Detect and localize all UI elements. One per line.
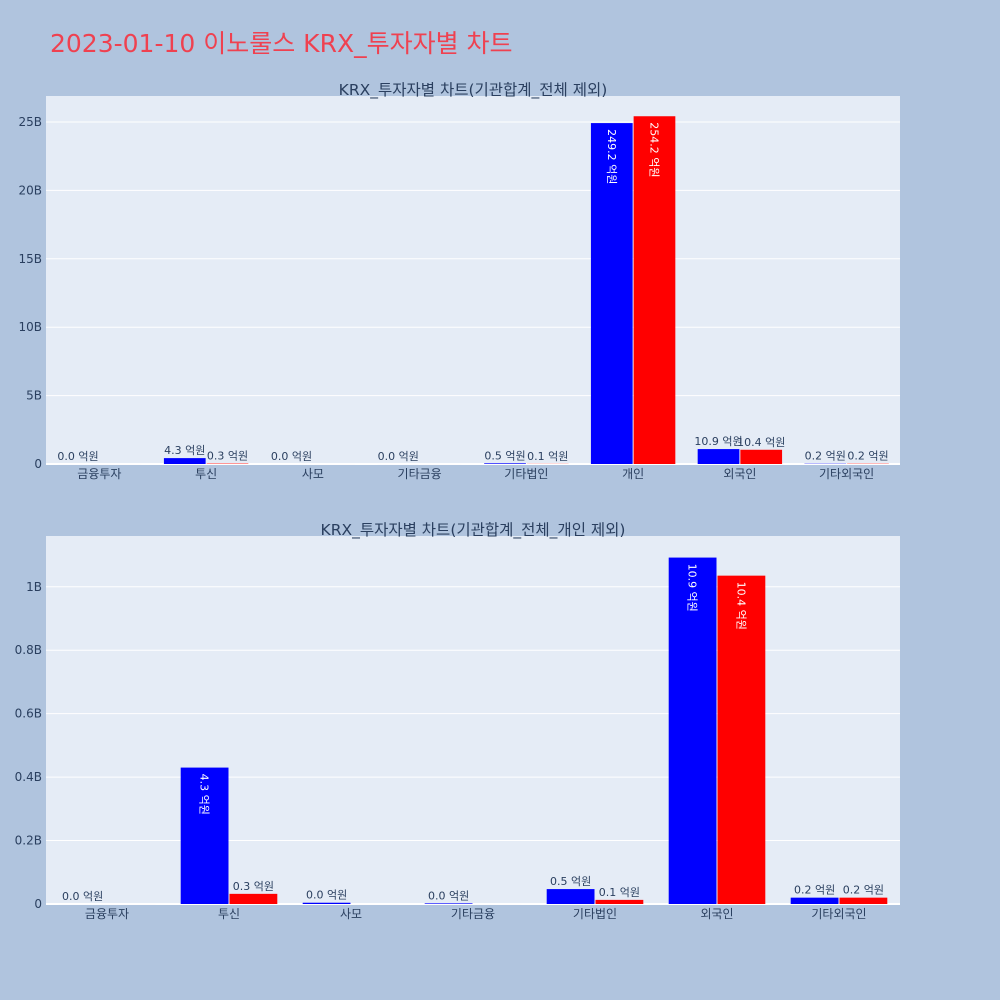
bar-label: 0.0 억원 [306, 889, 347, 902]
bar-label: 249.2 억원 [605, 129, 618, 184]
x-tick-label: 기타법인 [504, 467, 548, 481]
bar-label: 4.3 억원 [198, 774, 211, 815]
x-tick-label: 외국인 [723, 467, 756, 481]
bar [484, 463, 526, 464]
bar-label: 0.0 억원 [378, 450, 419, 463]
bar [790, 897, 839, 904]
bar [717, 575, 766, 904]
bar-label: 254.2 억원 [647, 122, 660, 177]
x-tick-label: 외국인 [700, 907, 733, 921]
y-tick-label: 0 [34, 897, 42, 911]
x-tick-label: 투신 [195, 467, 217, 481]
x-tick-label: 기타외국인 [819, 467, 874, 481]
bar-label: 0.0 억원 [428, 889, 469, 902]
bar-label: 10.4 억원 [737, 436, 785, 449]
bar [302, 902, 351, 904]
bar [229, 893, 278, 904]
bar [633, 116, 676, 465]
y-tick-label: 0.2B [15, 834, 42, 848]
bar-label: 0.3 억원 [207, 450, 248, 463]
x-tick-label: 투신 [218, 907, 240, 921]
bar-label: 0.3 억원 [233, 880, 274, 893]
y-tick-label: 5B [26, 389, 42, 403]
subplot-title: KRX_투자자별 차트(기관합계_전체_개인 제외) [321, 521, 626, 540]
bar [163, 458, 206, 464]
bar-label: 0.2 억원 [843, 884, 884, 897]
bar-label: 0.5 억원 [550, 875, 591, 888]
bar-label: 4.3 억원 [164, 444, 205, 457]
y-tick-label: 0.8B [15, 643, 42, 657]
x-tick-label: 기타외국인 [811, 907, 866, 921]
y-tick-label: 20B [18, 183, 42, 197]
x-tick-label: 기타법인 [573, 907, 617, 921]
x-tick-label: 개인 [622, 467, 644, 481]
bar-label: 0.2 억원 [794, 884, 835, 897]
x-tick-label: 금융투자 [77, 467, 121, 481]
bar-label: 10.4 억원 [734, 582, 747, 630]
x-tick-label: 기타금융 [451, 907, 495, 921]
bar-label: 10.9 억원 [686, 564, 699, 612]
chart-top: KRX_투자자별 차트(기관합계_전체 제외) 0 5B 10B 15B 20B 25B 금융… [18, 81, 900, 481]
y-tick-label: 25B [18, 115, 42, 129]
x-tick-label: 사모 [302, 467, 324, 481]
bar [668, 557, 717, 904]
bar-label: 0.5 억원 [484, 449, 525, 462]
plot-area [46, 536, 900, 904]
bar-label: 0.0 억원 [271, 450, 312, 463]
bar-label: 0.0 억원 [62, 890, 103, 903]
x-tick-label: 금융투자 [85, 907, 129, 921]
bar [697, 449, 740, 464]
subplot-title: KRX_투자자별 차트(기관합계_전체 제외) [339, 81, 608, 100]
plot-area [46, 96, 900, 464]
y-tick-label: 0 [34, 457, 42, 471]
bar [595, 899, 644, 904]
y-tick-label: 15B [18, 252, 42, 266]
page-title: 2023-01-10 이노룰스 KRX_투자자별 차트 [50, 29, 513, 58]
bar-label: 0.0 억원 [57, 450, 98, 463]
bar-label: 0.2 억원 [805, 450, 846, 463]
bar-label: 10.9 억원 [694, 435, 742, 448]
bar [839, 897, 888, 904]
chart-bottom: KRX_투자자별 차트(기관합계_전체_개인 제외) 0 0.2B 0.4B 0.6B 0… [15, 521, 900, 921]
bar [546, 889, 595, 904]
bar-label: 0.1 억원 [599, 886, 640, 899]
y-tick-label: 0.4B [15, 770, 42, 784]
x-tick-label: 사모 [340, 907, 362, 921]
bar [424, 903, 473, 904]
y-tick-label: 1B [26, 580, 42, 594]
bar [180, 767, 229, 904]
y-tick-label: 10B [18, 320, 42, 334]
bar-label: 0.1 억원 [527, 450, 568, 463]
x-tick-label: 기타금융 [398, 467, 442, 481]
bar-label: 0.2 억원 [847, 450, 888, 463]
y-tick-label: 0.6B [15, 707, 42, 721]
bar [740, 449, 783, 464]
bar [590, 123, 633, 465]
